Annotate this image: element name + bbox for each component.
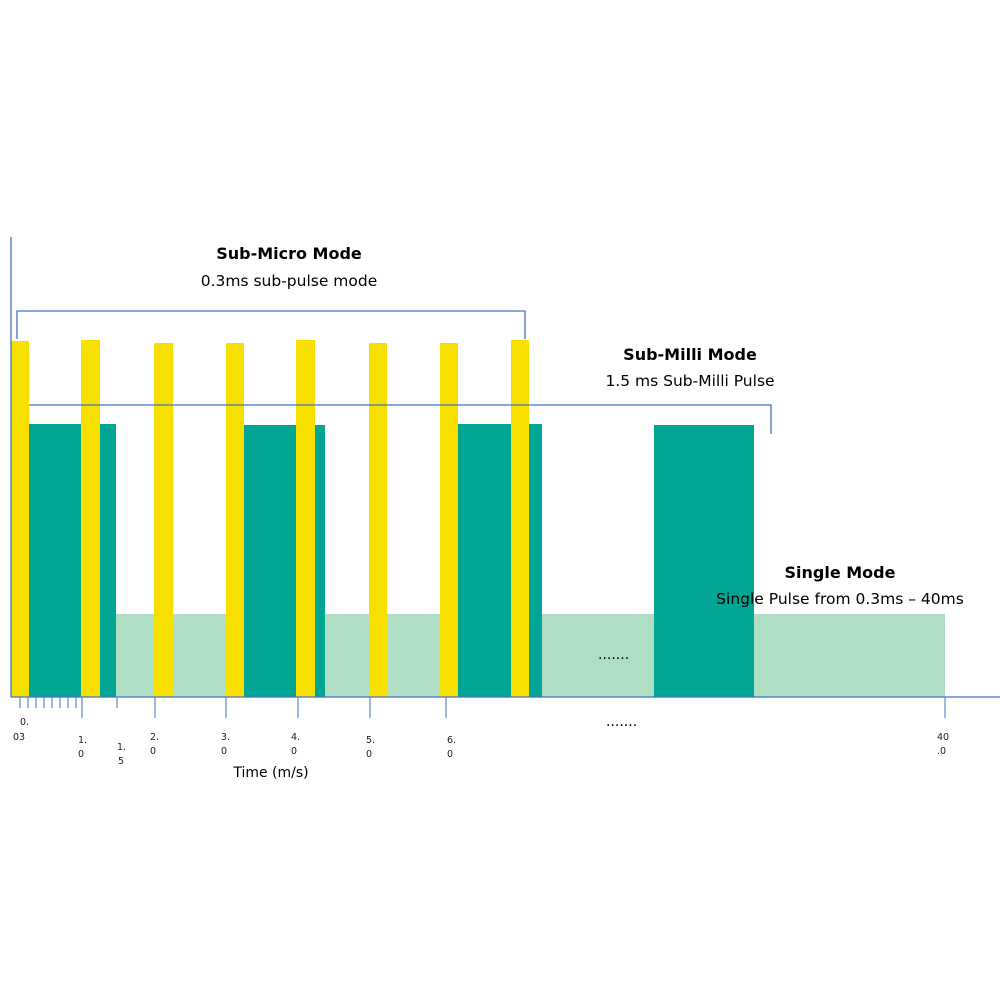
tick-label: 4. 0 <box>291 732 300 757</box>
sub-micro-pulse <box>296 340 315 697</box>
ellipsis-axis: ....... <box>606 714 637 730</box>
tick-label: 1. 0 <box>78 735 87 760</box>
tick-label: 0. 03 <box>13 717 29 743</box>
tick-label: 3. 0 <box>221 732 230 757</box>
sub-milli-bracket <box>29 404 772 434</box>
sub-milli-title: Sub-Milli Mode <box>623 345 757 364</box>
tick-label: 1. 5 <box>117 742 126 767</box>
tick-label: 5. 0 <box>366 735 375 760</box>
x-axis-label: Time (m/s) <box>232 765 308 781</box>
sub-micro-bracket <box>16 310 526 339</box>
sub-micro-pulse <box>440 343 458 697</box>
sub-micro-pulse <box>154 343 173 697</box>
sub-micro-pulse <box>11 341 29 697</box>
sub-milli-pulse <box>654 425 754 697</box>
sub-micro-pulse <box>511 340 529 697</box>
tick-label: 6. 0 <box>447 735 456 760</box>
tick-label: 2. 0 <box>150 732 159 757</box>
sub-micro-title: Sub-Micro Mode <box>216 244 362 263</box>
single-mode-title: Single Mode <box>785 563 896 582</box>
sub-micro-pulse <box>81 340 100 697</box>
sub-micro-pulses <box>11 340 529 697</box>
tick-label: 40.0 <box>937 732 949 757</box>
sub-micro-pulse <box>226 343 244 697</box>
tick-labels: 0. 03 1. 0 1. 5 2. 0 3. 0 4. 0 5. 0 6. 0 40.0 <box>13 717 949 767</box>
single-mode-description: Single Pulse from 0.3ms – 40ms <box>716 590 964 608</box>
sub-micro-description: 0.3ms sub-pulse mode <box>201 272 378 290</box>
sub-micro-pulse <box>369 343 387 697</box>
sub-milli-description: 1.5 ms Sub-Milli Pulse <box>605 372 774 390</box>
sub-milli-pulse <box>28 424 116 697</box>
sub-milli-pulse <box>458 424 542 697</box>
major-ticks <box>81 697 946 718</box>
ellipsis-plot: ....... <box>598 647 629 663</box>
minor-ticks <box>19 697 77 708</box>
